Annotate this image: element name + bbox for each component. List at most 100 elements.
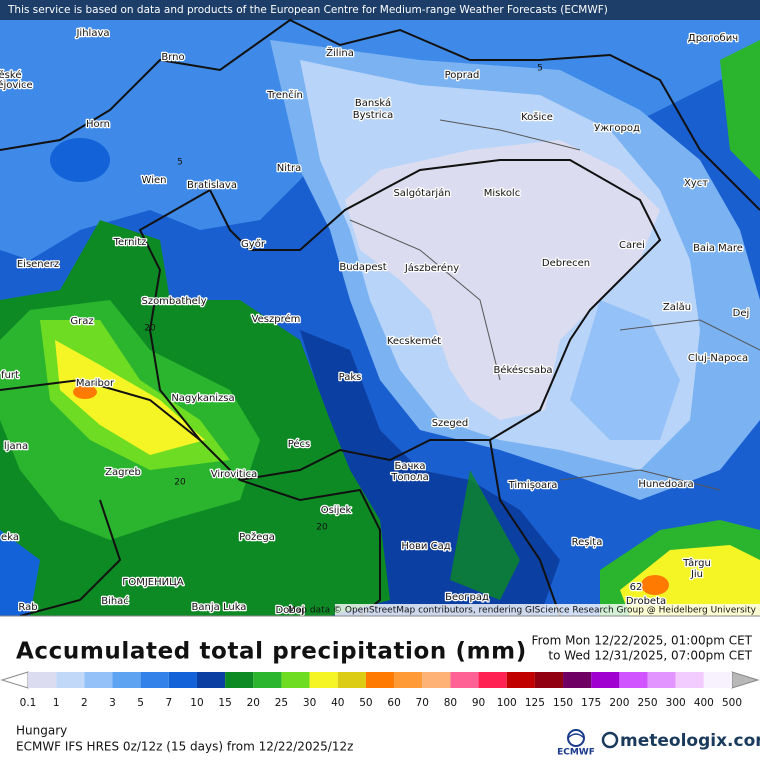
city-label: Nitra <box>277 163 301 174</box>
scale-box <box>394 672 423 688</box>
color-scale: 0.1 1 2 3 5 7 10 15 20 25 30 40 50 60 70 80 90 100 125 150 1… <box>0 671 760 709</box>
scale-box <box>225 672 254 688</box>
scale-box <box>196 672 226 688</box>
city-label: Paks <box>339 372 362 383</box>
scale-label: 25 <box>275 697 288 709</box>
city-label: Timișoara <box>508 480 558 491</box>
scale-label: 10 <box>190 697 203 709</box>
city-label: Nagykanizsa <box>171 393 234 404</box>
scale-label: 175 <box>581 697 601 709</box>
scale-label: 30 <box>303 697 316 709</box>
scale-box <box>703 672 732 688</box>
scale-label: 5 <box>137 697 144 709</box>
contour-label: 5 <box>177 158 183 168</box>
city-label: Debrecen <box>542 258 590 269</box>
scale-label: 2 <box>81 697 88 709</box>
city-label: Ужгород <box>594 123 640 134</box>
city-label: Trenčín <box>266 89 303 101</box>
city-label: Győr <box>241 238 266 250</box>
scale-box <box>422 672 451 688</box>
contour-label: 20 <box>316 523 328 533</box>
city-label: Salgótarján <box>393 187 450 199</box>
city-label: Бачка <box>394 461 425 472</box>
city-label: Banja Luka <box>192 602 247 613</box>
scale-label: 400 <box>694 697 714 709</box>
city-label: Дрогобич <box>688 33 738 44</box>
scale-label: 70 <box>416 697 429 709</box>
city-label: Veszprém <box>252 313 301 325</box>
city-label: ГОМЈЕНИЦА <box>122 577 184 588</box>
city-label: ěské <box>0 69 21 81</box>
notice-bar <box>0 0 760 20</box>
city-label: Jihlava <box>75 28 109 39</box>
scale-box <box>675 672 704 688</box>
city-label: Poprad <box>445 70 480 81</box>
scale-box <box>28 672 57 688</box>
scale-label: 7 <box>165 697 172 709</box>
city-label: Kecskemét <box>387 335 441 347</box>
city-label: Zagreb <box>105 467 141 478</box>
contour-label: 5 <box>537 64 543 74</box>
contour-label: 20 <box>174 478 186 488</box>
contour-labels: 552020202062 <box>144 64 643 595</box>
scale-box <box>281 672 310 688</box>
notice: This service is based on data and produc… <box>7 4 608 16</box>
city-label: Osijek <box>321 505 352 516</box>
city-label: Požega <box>239 531 275 543</box>
city-label: Horn <box>86 119 110 130</box>
scale-label: 200 <box>609 697 629 709</box>
city-label: Београд <box>445 592 489 603</box>
scale-label: 80 <box>444 697 457 709</box>
scale-label: 0.1 <box>20 697 37 709</box>
max-label: 62 <box>630 582 643 593</box>
scale-label: 250 <box>637 697 657 709</box>
scale-label: 40 <box>331 697 344 709</box>
city-label: Košice <box>521 111 553 123</box>
period-from: From Mon 12/22/2025, 01:00pm CET <box>532 634 753 648</box>
attribution-bg <box>335 604 760 616</box>
city-label: Bihać <box>101 595 129 607</box>
city-label: Dej <box>733 308 750 319</box>
brand-logo[interactable]: meteologix.com <box>601 731 760 751</box>
map-attribution: Map data © OpenStreetMap contributors, r… <box>288 606 757 616</box>
city-label: Žilina <box>326 46 354 59</box>
scale-box <box>647 672 676 688</box>
city-label: Békéscsaba <box>493 364 552 376</box>
brand[interactable]: meteologix.com <box>620 731 760 751</box>
city-label: Нови Сад <box>401 541 450 552</box>
scale-box <box>478 672 507 688</box>
period-to: to Wed 12/31/2025, 07:00pm CET <box>548 649 752 663</box>
city-label: eka <box>1 532 19 543</box>
scale-box <box>112 672 141 688</box>
city-label: Budapest <box>339 262 386 273</box>
city-label: Banská <box>355 97 391 109</box>
scale-label: 100 <box>497 697 517 709</box>
region: Hungary <box>16 724 67 738</box>
city-labels: Jihlava Brno Žilina Poprad Дрогобич ěskéějovi… <box>0 27 751 618</box>
city-label: ějovice <box>0 79 33 91</box>
scale-arrow-left <box>0 671 29 689</box>
city-label: Bystrica <box>353 110 393 121</box>
city-label: Graz <box>70 316 93 327</box>
scale-label: 1 <box>53 697 60 709</box>
city-label: Eisenerz <box>17 259 59 270</box>
scale-label: 60 <box>387 697 400 709</box>
city-label: Хуст <box>684 178 708 189</box>
city-label: Maribor <box>76 378 115 389</box>
city-label: Jászberény <box>404 262 459 274</box>
scale-box <box>84 672 113 688</box>
city-label: Ternitz <box>113 237 147 248</box>
scale-box <box>506 672 535 688</box>
scale-label: 150 <box>553 697 573 709</box>
city-label: Pécs <box>288 438 311 450</box>
scale-box <box>56 672 85 688</box>
city-label: Szeged <box>432 418 469 429</box>
scale-label: 500 <box>722 697 742 709</box>
contour-label: 20 <box>144 324 156 334</box>
city-label: Baia Mare <box>693 243 743 254</box>
city-label: Carei <box>619 240 645 251</box>
city-label: Wien <box>142 175 167 186</box>
city-label: furt <box>1 370 19 381</box>
city-label: Zalău <box>663 302 691 313</box>
